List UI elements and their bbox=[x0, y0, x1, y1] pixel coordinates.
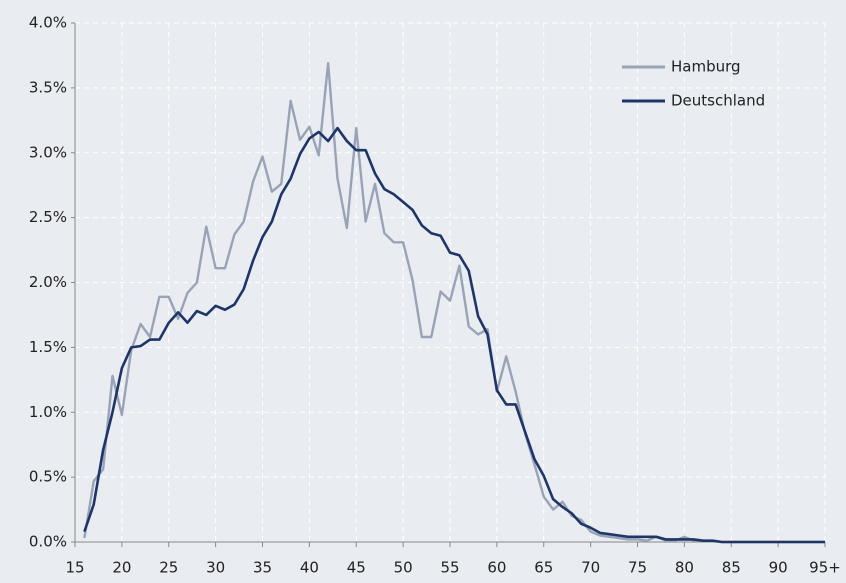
x-tick-label: 95+ bbox=[809, 559, 841, 577]
x-tick-label: 85 bbox=[722, 559, 741, 577]
series-line bbox=[83, 126, 825, 544]
y-tick-label: 2.5% bbox=[29, 208, 67, 226]
x-tick-label: 40 bbox=[300, 559, 319, 577]
x-tick-label: 70 bbox=[581, 559, 600, 577]
x-tick-label: 45 bbox=[347, 559, 366, 577]
x-tick-label: 50 bbox=[394, 559, 413, 577]
y-tick-label: 1.5% bbox=[29, 338, 67, 356]
x-tick-label: 90 bbox=[769, 559, 788, 577]
y-tick-label: 3.5% bbox=[29, 78, 67, 96]
y-tick-label: 0.0% bbox=[29, 533, 67, 551]
y-tick-label: 2.0% bbox=[29, 273, 67, 291]
y-tick-label: 1.0% bbox=[29, 403, 67, 421]
y-tick-label: 4.0% bbox=[29, 14, 67, 32]
x-tick-label: 75 bbox=[628, 559, 647, 577]
legend-label: Hamburg bbox=[671, 58, 741, 76]
x-tick-label: 55 bbox=[440, 559, 459, 577]
x-tick-label: 20 bbox=[112, 559, 131, 577]
x-tick-label: 60 bbox=[487, 559, 506, 577]
y-tick-label: 0.5% bbox=[29, 468, 67, 486]
legend-label: Deutschland bbox=[671, 92, 765, 110]
x-tick-label: 80 bbox=[675, 559, 694, 577]
series-line bbox=[83, 62, 825, 544]
y-tick-label: 3.0% bbox=[29, 143, 67, 161]
x-tick-label: 65 bbox=[534, 559, 553, 577]
x-tick-label: 35 bbox=[253, 559, 272, 577]
x-tick-label: 25 bbox=[159, 559, 178, 577]
x-tick-label: 15 bbox=[65, 559, 84, 577]
x-tick-label: 30 bbox=[206, 559, 225, 577]
